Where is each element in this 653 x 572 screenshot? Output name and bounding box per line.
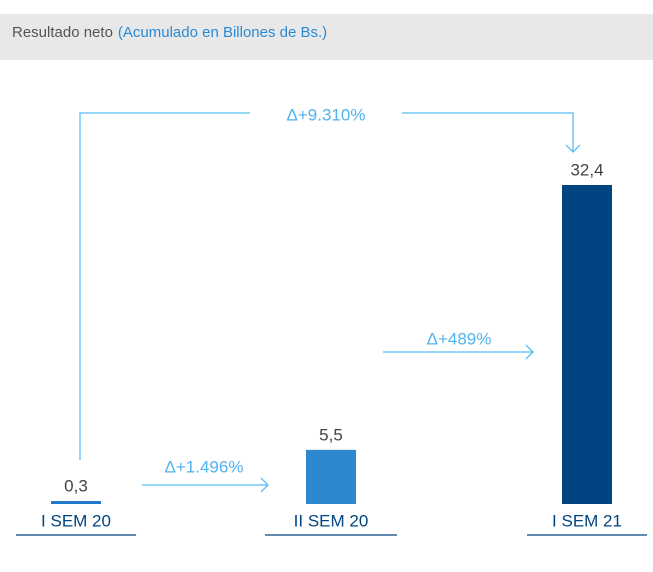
x-tick-label: I SEM 20 xyxy=(41,511,111,530)
chart-title-group: Resultado neto (Acumulado en Billones de … xyxy=(12,24,327,41)
value-label: 32,4 xyxy=(570,160,603,179)
chart-subtitle: (Acumulado en Billones de Bs.) xyxy=(118,24,327,41)
bar xyxy=(562,185,612,504)
annotation: Δ+9.310% xyxy=(287,105,366,124)
bar xyxy=(51,501,101,504)
annotation: Δ+1.496% xyxy=(165,457,244,476)
x-tick-label: I SEM 21 xyxy=(552,511,622,530)
annotation: Δ+489% xyxy=(427,329,492,348)
header-band xyxy=(0,14,653,60)
connector xyxy=(383,344,534,360)
value-label: 5,5 xyxy=(319,425,343,444)
connector xyxy=(142,477,269,493)
connector xyxy=(79,112,581,460)
chart-title: Resultado neto xyxy=(12,24,113,41)
bar xyxy=(306,449,356,504)
x-tick-label: II SEM 20 xyxy=(294,511,369,530)
value-label: 0,3 xyxy=(64,477,88,496)
